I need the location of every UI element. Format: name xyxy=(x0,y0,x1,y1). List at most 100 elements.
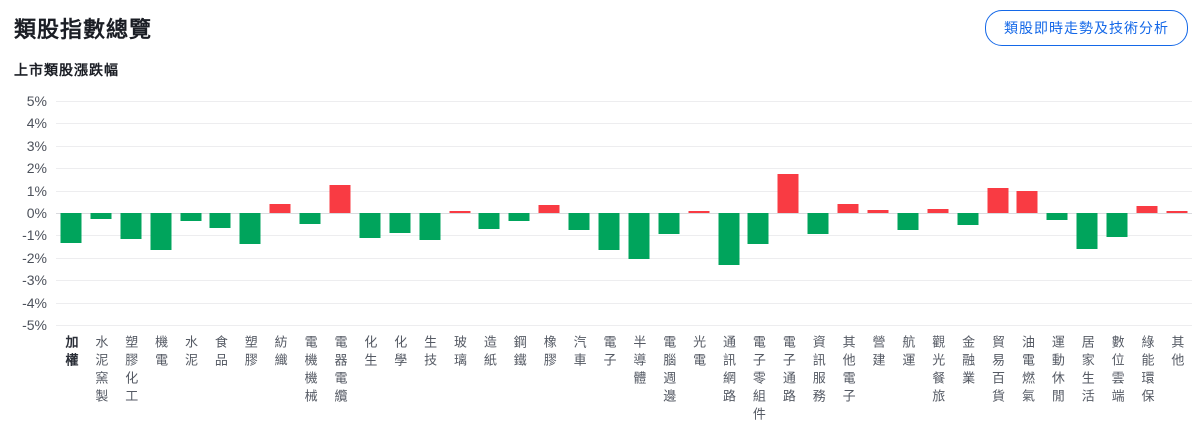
bar-column xyxy=(176,101,206,325)
x-label-column: 水泥 xyxy=(176,335,206,425)
x-label-column: 化生 xyxy=(355,335,385,425)
bar[interactable] xyxy=(419,213,441,240)
x-label-column: 化學 xyxy=(385,335,415,425)
bar-column xyxy=(385,101,415,325)
bar[interactable] xyxy=(329,185,351,213)
bar[interactable] xyxy=(1016,190,1038,213)
bar-column xyxy=(624,101,654,325)
x-tick-label: 電子通路 xyxy=(780,335,796,407)
bar[interactable] xyxy=(269,204,291,213)
bar-column xyxy=(235,101,265,325)
x-label-column: 綠能環保 xyxy=(1132,335,1162,425)
y-tick-label: 2% xyxy=(26,160,47,177)
bar[interactable] xyxy=(957,213,979,226)
x-tick-label: 金融業 xyxy=(960,335,976,389)
bar[interactable] xyxy=(568,213,590,230)
x-label-column: 電腦週邊 xyxy=(654,335,684,425)
x-label-column: 汽車 xyxy=(564,335,594,425)
bar[interactable] xyxy=(90,213,112,219)
bar[interactable] xyxy=(987,188,1009,213)
bar-column xyxy=(1102,101,1132,325)
x-label-column: 通訊網路 xyxy=(714,335,744,425)
bar[interactable] xyxy=(1136,206,1158,213)
x-label-column: 電子 xyxy=(594,335,624,425)
bar[interactable] xyxy=(927,208,949,213)
x-tick-label: 光電 xyxy=(691,335,707,371)
bar[interactable] xyxy=(598,213,620,250)
bar[interactable] xyxy=(1076,213,1098,249)
bar-column xyxy=(863,101,893,325)
y-tick-label: -1% xyxy=(22,227,47,244)
bar[interactable] xyxy=(867,209,889,213)
x-label-column: 塑膠 xyxy=(235,335,265,425)
bar[interactable] xyxy=(478,213,500,229)
bar[interactable] xyxy=(1106,213,1128,237)
x-label-column: 機電 xyxy=(146,335,176,425)
bar[interactable] xyxy=(777,173,799,213)
header: 類股指數總覽 類股即時走勢及技術分析 xyxy=(14,10,1192,46)
gridline xyxy=(56,190,1192,192)
bar[interactable] xyxy=(60,213,82,244)
x-tick-label: 紡織 xyxy=(272,335,288,371)
bar[interactable] xyxy=(508,213,530,221)
y-tick-label: -4% xyxy=(22,294,47,311)
bar[interactable] xyxy=(389,213,411,234)
x-tick-label: 水泥 xyxy=(183,335,198,371)
x-tick-label: 居家生活 xyxy=(1079,335,1095,407)
bar[interactable] xyxy=(180,213,201,221)
bar-column xyxy=(415,101,445,325)
bar[interactable] xyxy=(1046,213,1068,220)
bar[interactable] xyxy=(688,210,710,213)
bar[interactable] xyxy=(837,204,859,213)
y-tick-label: -5% xyxy=(22,317,47,333)
bar[interactable] xyxy=(150,213,172,250)
x-tick-label: 塑膠 xyxy=(242,335,258,371)
bar-column xyxy=(295,101,325,325)
x-tick-label: 觀光餐旅 xyxy=(930,335,946,407)
bar[interactable] xyxy=(239,213,261,245)
bar[interactable] xyxy=(658,213,680,235)
bar[interactable] xyxy=(538,205,560,213)
bar-column xyxy=(833,101,863,325)
bar[interactable] xyxy=(449,210,471,213)
bar[interactable] xyxy=(807,213,829,235)
sector-analysis-button[interactable]: 類股即時走勢及技術分析 xyxy=(985,10,1188,46)
bar[interactable] xyxy=(718,213,740,265)
bar[interactable] xyxy=(359,213,381,238)
x-label-column: 塑膠化工 xyxy=(116,335,146,425)
bar[interactable] xyxy=(1166,210,1188,213)
y-axis: 5% 4% 3% 2% 1% 0% -1% -2% -3% -4% -5% xyxy=(14,93,56,333)
bar-column xyxy=(445,101,475,325)
x-tick-label: 玻璃 xyxy=(452,335,468,371)
x-tick-label: 電子 xyxy=(601,335,617,371)
bar-column xyxy=(1042,101,1072,325)
x-label-column: 資訊服務 xyxy=(803,335,833,425)
bar-column xyxy=(564,101,594,325)
sector-change-bar-chart: 5% 4% 3% 2% 1% 0% -1% -2% -3% -4% -5% 加權 水泥窯製 塑膠化工 機電… xyxy=(14,93,1192,425)
bar-column xyxy=(953,101,983,325)
x-tick-label: 航運 xyxy=(900,335,916,371)
bar[interactable] xyxy=(747,213,769,245)
bar[interactable] xyxy=(120,213,142,239)
bar[interactable] xyxy=(897,213,919,230)
chart-subtitle: 上市類股漲跌幅 xyxy=(14,62,119,78)
gridline xyxy=(56,101,1192,102)
bar[interactable] xyxy=(628,213,650,259)
x-label-column: 鋼鐵 xyxy=(504,335,534,425)
x-label-column: 造紙 xyxy=(474,335,504,425)
x-tick-label: 其他電子 xyxy=(840,335,856,407)
bar-column xyxy=(594,101,624,325)
x-tick-label: 運動休閒 xyxy=(1049,335,1065,407)
bar-column xyxy=(1162,101,1192,325)
gridline xyxy=(56,257,1192,259)
gridline xyxy=(56,168,1192,170)
x-tick-label: 油電燃氣 xyxy=(1019,335,1035,407)
bar[interactable] xyxy=(299,213,321,225)
bar-column xyxy=(893,101,923,325)
x-tick-label: 塑膠化工 xyxy=(123,335,139,407)
y-tick-label: 4% xyxy=(26,115,47,132)
bars-layer xyxy=(56,101,1192,325)
bar[interactable] xyxy=(209,213,231,228)
gridline xyxy=(56,325,1192,326)
bar-column xyxy=(803,101,833,325)
